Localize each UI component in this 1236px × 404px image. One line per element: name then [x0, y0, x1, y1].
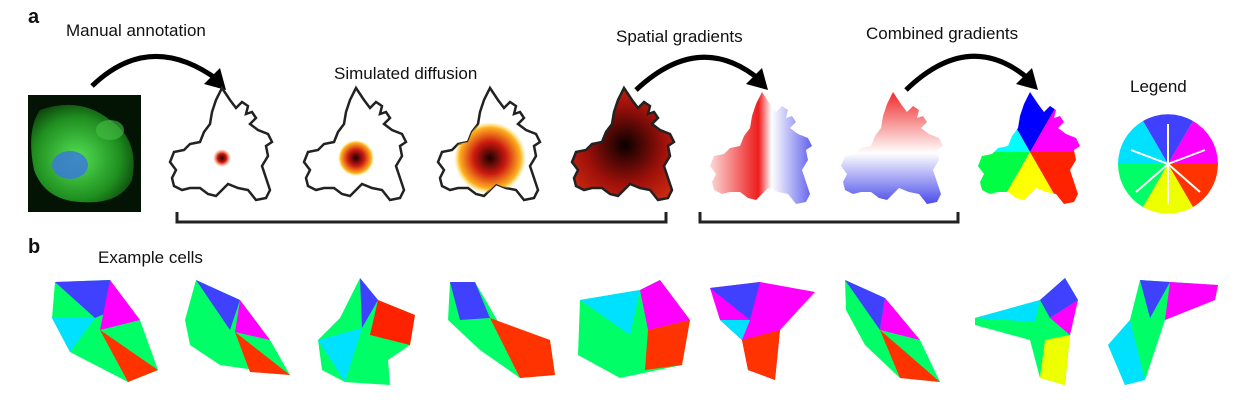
panel-a-letter: a	[28, 6, 40, 28]
bracket-diffusion	[175, 212, 668, 224]
diffusion-cell-3	[436, 86, 542, 202]
example-cell	[975, 278, 1078, 385]
manual-annotation-label: Manual annotation	[66, 21, 206, 40]
legend-wheel	[1118, 114, 1218, 214]
legend-label: Legend	[1130, 77, 1187, 96]
spatial-gradient-cell-2	[841, 92, 943, 204]
diffusion-cell-1	[168, 86, 274, 202]
direction-arrow-icon	[1130, 124, 1206, 204]
combined-gradients-label: Combined gradients	[866, 24, 1019, 43]
curved-arrow-icon	[904, 53, 1038, 92]
simulated-diffusion-label: Simulated diffusion	[334, 64, 478, 83]
example-cells-row	[52, 278, 1218, 385]
curved-arrow-icon	[90, 53, 226, 90]
example-cell	[578, 280, 690, 378]
panel-b-letter: b	[28, 236, 41, 258]
example-cell	[185, 280, 290, 375]
example-cells-label: Example cells	[98, 248, 203, 267]
example-cell	[710, 282, 815, 380]
spatial-gradient-cell-1	[710, 92, 812, 204]
diffusion-cell-2	[302, 86, 408, 202]
microscopy-image	[28, 95, 141, 212]
example-cell	[52, 280, 158, 382]
combined-gradient-cell	[978, 92, 1080, 204]
example-cell	[448, 282, 555, 378]
example-cell	[1108, 280, 1218, 385]
diffusion-cell-4	[570, 86, 676, 202]
bracket-gradients	[698, 212, 960, 224]
example-cell	[845, 280, 940, 382]
spatial-gradients-label: Spatial gradients	[616, 27, 743, 46]
curved-arrow-icon	[634, 54, 768, 92]
example-cell	[318, 278, 415, 385]
